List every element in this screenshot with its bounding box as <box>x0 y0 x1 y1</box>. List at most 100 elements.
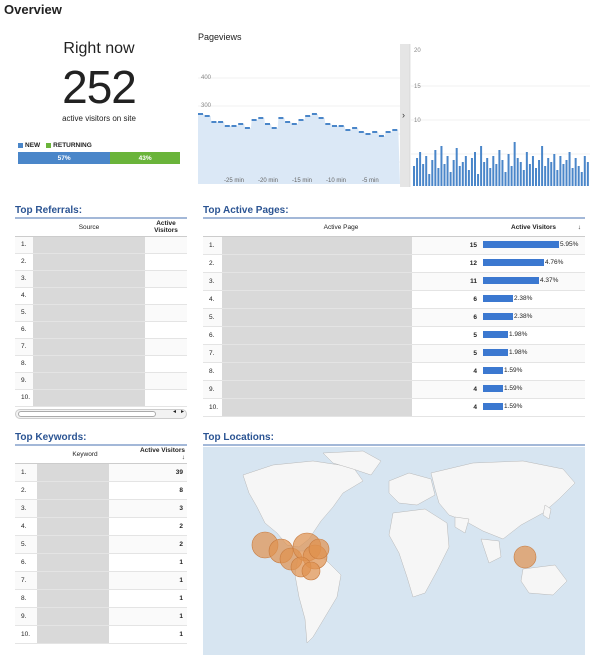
table-row[interactable]: 4. 6 2.38% <box>203 290 585 309</box>
keyword-cell[interactable] <box>33 481 137 500</box>
table-row[interactable]: 10. 4 1.59% <box>203 398 585 417</box>
table-row[interactable]: 9. 1 <box>15 607 187 626</box>
table-row[interactable]: 2. 8 <box>15 481 187 500</box>
table-row[interactable]: 6. <box>15 321 187 339</box>
chart-divider[interactable] <box>400 44 410 187</box>
table-row[interactable]: 4. 2 <box>15 517 187 536</box>
table-row[interactable]: 5. 2 <box>15 535 187 554</box>
scroll-left-icon[interactable]: ◂ <box>172 408 176 415</box>
sort-desc-icon[interactable]: ↓ <box>577 223 581 231</box>
keyword-cell[interactable] <box>33 553 137 572</box>
scroll-right-icon[interactable]: ▸ <box>180 408 184 415</box>
y-tick-15: 15 <box>414 84 421 90</box>
page-cell[interactable] <box>221 362 461 381</box>
page-cell[interactable] <box>221 254 461 273</box>
table-row[interactable]: 1. <box>15 236 187 254</box>
keywords-active-header[interactable]: Active Visitors ↓ <box>137 446 187 464</box>
world-map[interactable] <box>203 447 585 655</box>
bar <box>574 158 577 186</box>
expand-arrow-icon[interactable]: › <box>402 110 405 120</box>
table-row[interactable]: 8. <box>15 355 187 373</box>
source-cell[interactable] <box>33 372 145 390</box>
table-row[interactable]: 6. 1 <box>15 553 187 572</box>
referrals-source-header[interactable]: Source <box>33 219 145 237</box>
row-index: 5. <box>15 535 33 554</box>
table-row[interactable]: 9. 4 1.59% <box>203 380 585 399</box>
bar <box>419 152 422 186</box>
source-cell[interactable] <box>33 270 145 288</box>
keyword-cell[interactable] <box>33 589 137 608</box>
top-locations-rule <box>203 444 585 446</box>
source-cell[interactable] <box>33 321 145 339</box>
source-cell[interactable] <box>33 355 145 373</box>
page-cell[interactable] <box>221 398 461 417</box>
sort-desc-icon[interactable]: ↓ <box>181 454 185 462</box>
keyword-cell[interactable] <box>33 499 137 518</box>
table-row[interactable]: 2. 12 4.76% <box>203 254 585 273</box>
source-cell[interactable] <box>33 287 145 305</box>
keyword-visitors: 1 <box>137 607 187 626</box>
active-visitors-cell <box>145 270 187 288</box>
keyword-visitors: 1 <box>137 571 187 590</box>
bar <box>470 158 473 186</box>
table-row[interactable]: 7. <box>15 338 187 356</box>
source-cell[interactable] <box>33 338 145 356</box>
source-cell[interactable] <box>33 253 145 271</box>
bar <box>458 166 461 186</box>
page-cell[interactable] <box>221 326 461 345</box>
keyword-visitors: 1 <box>137 625 187 644</box>
table-row[interactable]: 3. 3 <box>15 499 187 518</box>
bar <box>428 174 431 186</box>
source-cell[interactable] <box>33 236 145 254</box>
source-cell[interactable] <box>33 304 145 322</box>
table-row[interactable]: 1. 15 5.95% <box>203 236 585 255</box>
table-row[interactable]: 9. <box>15 372 187 390</box>
scrollbar-thumb[interactable] <box>18 410 156 417</box>
table-row[interactable]: 4. <box>15 287 187 305</box>
table-row[interactable]: 3. <box>15 270 187 288</box>
bar <box>559 156 562 186</box>
table-row[interactable]: 10. <box>15 389 187 407</box>
page-cell[interactable] <box>221 380 461 399</box>
top-referrals-table: Source Active Visitors 1. 2. 3. 4. 5. 6.… <box>15 219 187 407</box>
referrals-active-header[interactable]: Active Visitors <box>145 219 187 237</box>
share-pct: 2.38% <box>514 313 533 321</box>
x-tick-10: -10 min <box>326 178 346 184</box>
table-row[interactable]: 5. <box>15 304 187 322</box>
page-cell[interactable] <box>221 236 461 255</box>
keywords-keyword-header[interactable]: Keyword <box>33 446 137 464</box>
keyword-cell[interactable] <box>33 625 137 644</box>
table-row[interactable]: 7. 1 <box>15 571 187 590</box>
table-row[interactable]: 1. 39 <box>15 463 187 482</box>
bar <box>422 164 425 186</box>
table-row[interactable]: 8. 1 <box>15 589 187 608</box>
row-index: 5. <box>15 304 33 322</box>
page-cell[interactable] <box>221 290 461 309</box>
keyword-cell[interactable] <box>33 607 137 626</box>
table-row[interactable]: 5. 6 2.38% <box>203 308 585 327</box>
row-index: 10. <box>15 625 33 644</box>
keyword-cell[interactable] <box>33 535 137 554</box>
source-cell[interactable] <box>33 389 145 407</box>
table-row[interactable]: 2. <box>15 253 187 271</box>
bar <box>541 146 544 186</box>
pages-active-header[interactable]: Active Visitors ↓ <box>481 219 585 237</box>
page-cell[interactable] <box>221 308 461 327</box>
row-index: 6. <box>15 321 33 339</box>
table-row[interactable]: 10. 1 <box>15 625 187 644</box>
share-bar <box>483 313 513 321</box>
bar <box>461 162 464 186</box>
referrals-scrollbar[interactable]: ◂ ▸ <box>15 408 187 419</box>
row-index: 3. <box>15 499 33 518</box>
table-row[interactable]: 6. 5 1.98% <box>203 326 585 345</box>
page-cell[interactable] <box>221 344 461 363</box>
table-row[interactable]: 3. 11 4.37% <box>203 272 585 291</box>
top-keywords-rule <box>15 444 187 446</box>
keyword-cell[interactable] <box>33 517 137 536</box>
pages-page-header[interactable]: Active Page <box>221 219 461 237</box>
keyword-cell[interactable] <box>33 571 137 590</box>
table-row[interactable]: 8. 4 1.59% <box>203 362 585 381</box>
page-cell[interactable] <box>221 272 461 291</box>
table-row[interactable]: 7. 5 1.98% <box>203 344 585 363</box>
keyword-cell[interactable] <box>33 463 137 482</box>
